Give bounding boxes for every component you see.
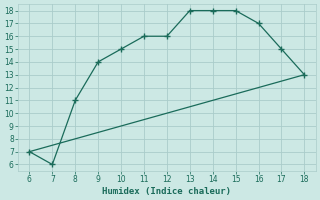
X-axis label: Humidex (Indice chaleur): Humidex (Indice chaleur)	[102, 187, 231, 196]
